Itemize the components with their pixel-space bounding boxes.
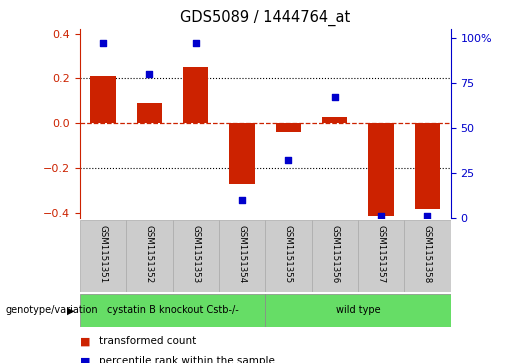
Bar — [229, 123, 255, 184]
Point — [192, 41, 200, 46]
Bar — [312, 220, 358, 292]
Bar — [219, 220, 265, 292]
Text: wild type: wild type — [336, 305, 380, 315]
Text: GSM1151358: GSM1151358 — [423, 225, 432, 284]
Bar — [265, 294, 451, 327]
Bar — [368, 123, 394, 216]
Text: GSM1151355: GSM1151355 — [284, 225, 293, 284]
Bar — [126, 220, 173, 292]
Bar — [276, 123, 301, 132]
Point — [331, 94, 339, 100]
Text: ■: ■ — [80, 336, 90, 346]
Point — [145, 71, 153, 77]
Point — [99, 41, 107, 46]
Bar — [265, 220, 312, 292]
Text: GSM1151357: GSM1151357 — [376, 225, 386, 284]
Text: GSM1151356: GSM1151356 — [330, 225, 339, 284]
Bar — [322, 117, 348, 123]
Bar — [415, 123, 440, 209]
Text: GSM1151353: GSM1151353 — [191, 225, 200, 284]
Text: GSM1151352: GSM1151352 — [145, 225, 154, 284]
Bar — [136, 103, 162, 123]
Bar — [358, 220, 404, 292]
Bar — [80, 220, 126, 292]
Text: cystatin B knockout Cstb-/-: cystatin B knockout Cstb-/- — [107, 305, 238, 315]
Text: GSM1151351: GSM1151351 — [98, 225, 108, 284]
Text: ■: ■ — [80, 356, 90, 363]
Bar — [404, 220, 451, 292]
Text: percentile rank within the sample: percentile rank within the sample — [99, 356, 276, 363]
Text: genotype/variation: genotype/variation — [5, 305, 98, 315]
Point — [284, 158, 293, 163]
Bar — [80, 294, 265, 327]
Bar — [183, 67, 209, 123]
Point — [423, 213, 432, 219]
Text: transformed count: transformed count — [99, 336, 197, 346]
Text: ▶: ▶ — [67, 305, 75, 315]
Bar — [90, 76, 116, 123]
Text: GSM1151354: GSM1151354 — [237, 225, 247, 284]
Title: GDS5089 / 1444764_at: GDS5089 / 1444764_at — [180, 10, 350, 26]
Point — [377, 213, 385, 219]
Point — [238, 197, 246, 203]
Bar — [173, 220, 219, 292]
